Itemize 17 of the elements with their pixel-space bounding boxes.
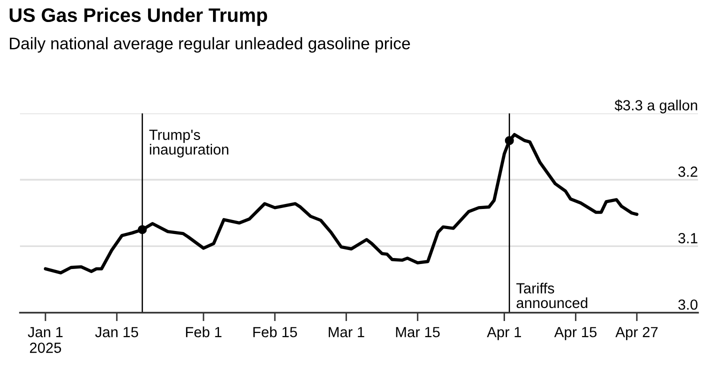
- y-tick-label: 3.0: [678, 299, 698, 310]
- x-tick-label: Apr 1: [486, 327, 522, 340]
- y-tick-label: $3.3 a gallon: [614, 100, 698, 114]
- x-tick-label: Feb 15: [253, 326, 297, 338]
- x-tick-label: Jan 1 2025: [28, 327, 63, 353]
- ref-line-label: Tariffs announced: [516, 282, 588, 308]
- x-tick-label: Apr 27: [615, 326, 658, 340]
- x-tick-label: Feb 1: [186, 326, 222, 338]
- x-tick-label: Apr 15: [554, 327, 597, 340]
- x-tick-label: Jan 15: [95, 327, 138, 338]
- y-tick-label: 3.2: [678, 166, 698, 177]
- chart-title: US Gas Prices Under Trump: [10, 8, 268, 26]
- y-tick-label: 3.1: [678, 233, 698, 244]
- chart-subtitle: Daily national average regular unleaded gasoline price: [10, 37, 410, 53]
- x-tick-label: Mar 1: [328, 327, 364, 338]
- x-tick-label: Mar 15: [396, 327, 440, 338]
- ref-line-label: Trump's inauguration: [149, 130, 228, 158]
